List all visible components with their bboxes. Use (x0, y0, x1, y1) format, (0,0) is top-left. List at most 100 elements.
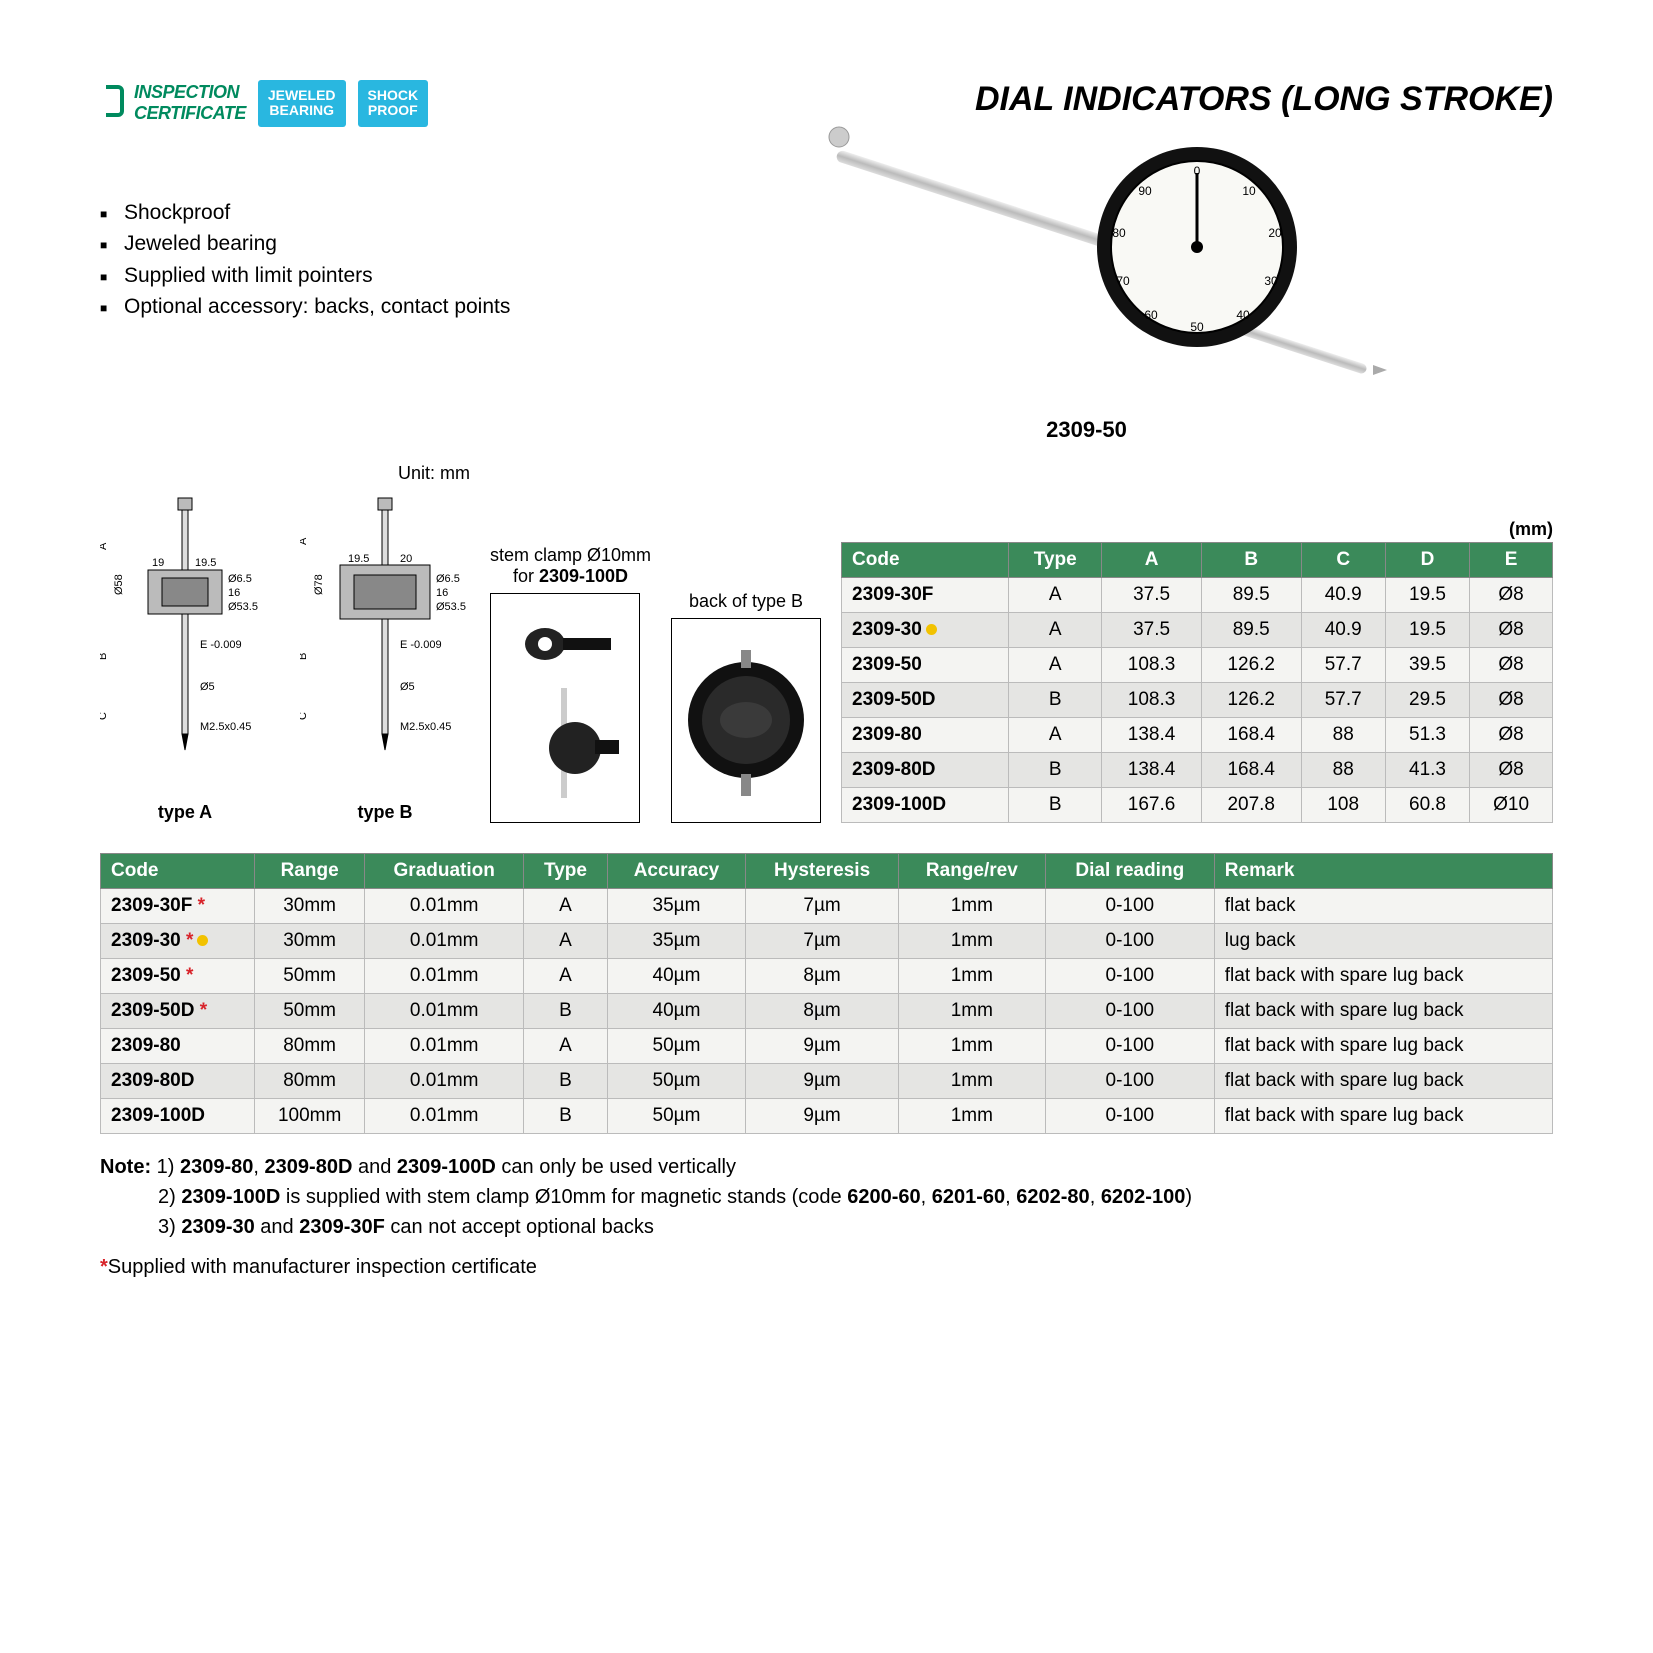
dim-cell: 126.2 (1201, 682, 1301, 717)
code-cell: 2309-50 (842, 647, 1009, 682)
spec-cell: 7µm (746, 923, 899, 958)
remark-cell: flat back with spare lug back (1214, 993, 1552, 1028)
remark-cell: flat back with spare lug back (1214, 958, 1552, 993)
dim-cell: 37.5 (1102, 577, 1202, 612)
star-icon: * (100, 1256, 108, 1278)
table-row: 2309-30FA37.589.540.919.5Ø8 (842, 577, 1553, 612)
remark-cell: flat back with spare lug back (1214, 1028, 1552, 1063)
spec-cell: 1mm (898, 923, 1045, 958)
svg-text:20: 20 (400, 553, 412, 565)
spec-cell: 0-100 (1045, 923, 1214, 958)
svg-text:B: B (100, 652, 109, 659)
spec-cell: A (524, 958, 607, 993)
spec-cell: 50µm (607, 1098, 746, 1133)
features-product-row: ShockproofJeweled bearingSupplied with l… (100, 157, 1553, 443)
spec-cell: 9µm (746, 1098, 899, 1133)
svg-text:Ø53.5: Ø53.5 (436, 601, 466, 613)
spec-cell: A (524, 923, 607, 958)
spec-cell: 7µm (746, 888, 899, 923)
table-row: 2309-50 *50mm0.01mmA40µm8µm1mm0-100flat … (101, 958, 1553, 993)
dimension-diagrams: A B C Ø58 19 19.5 Ø6.5 16 Ø53.5 E -0.009… (100, 490, 470, 823)
spec-cell: 80mm (255, 1063, 365, 1098)
spec-cell: 80mm (255, 1028, 365, 1063)
inspection-cert-badge: INSPECTION CERTIFICATE (100, 82, 246, 124)
svg-text:20: 20 (1268, 226, 1282, 240)
cert-icon (100, 83, 128, 123)
svg-text:90: 90 (1138, 184, 1152, 198)
spec-table-header: Remark (1214, 853, 1552, 888)
dim-cell: B (1009, 752, 1102, 787)
svg-text:M2.5x0.45: M2.5x0.45 (400, 721, 451, 733)
svg-text:19.5: 19.5 (195, 557, 216, 569)
svg-text:60: 60 (1144, 308, 1158, 322)
spec-table: CodeRangeGraduationTypeAccuracyHysteresi… (100, 853, 1553, 1134)
spec-cell: 8µm (746, 993, 899, 1028)
dim-cell: Ø8 (1470, 647, 1553, 682)
dim-cell: 89.5 (1201, 577, 1301, 612)
dim-cell: 60.8 (1385, 787, 1469, 822)
svg-text:50: 50 (1190, 320, 1204, 334)
table-row: 2309-80A138.4168.48851.3Ø8 (842, 717, 1553, 752)
dim-cell: 57.7 (1301, 647, 1385, 682)
dim-cell: 138.4 (1102, 752, 1202, 787)
table-row: 2309-50A108.3126.257.739.5Ø8 (842, 647, 1553, 682)
dim-cell: B (1009, 682, 1102, 717)
mid-section: Unit: mm A B C Ø58 (100, 463, 1553, 823)
spec-cell: 50µm (607, 1028, 746, 1063)
spec-cell: 9µm (746, 1063, 899, 1098)
spec-cell: 30mm (255, 923, 365, 958)
table-row: 2309-80D80mm0.01mmB50µm9µm1mm0-100flat b… (101, 1063, 1553, 1098)
svg-text:Ø53.5: Ø53.5 (228, 601, 258, 613)
dim-cell: 19.5 (1385, 577, 1469, 612)
svg-text:Ø6.5: Ø6.5 (228, 573, 252, 585)
svg-text:B: B (300, 652, 309, 659)
dim-cell: A (1009, 717, 1102, 752)
remark-cell: flat back (1214, 888, 1552, 923)
svg-text:70: 70 (1116, 274, 1130, 288)
code-cell: 2309-30F * (101, 888, 255, 923)
spec-cell: 8µm (746, 958, 899, 993)
spec-cell: A (524, 888, 607, 923)
dim-table-header: Type (1009, 542, 1102, 577)
dimension-table-wrap: (mm) CodeTypeABCDE2309-30FA37.589.540.91… (841, 519, 1553, 823)
spec-cell: 1mm (898, 1098, 1045, 1133)
dim-cell: 89.5 (1201, 612, 1301, 647)
spec-cell: B (524, 1063, 607, 1098)
dim-cell: 108.3 (1102, 647, 1202, 682)
spec-cell: 0.01mm (365, 888, 524, 923)
dim-cell: 51.3 (1385, 717, 1469, 752)
spec-cell: 1mm (898, 1063, 1045, 1098)
spec-cell: 0.01mm (365, 923, 524, 958)
dim-cell: 29.5 (1385, 682, 1469, 717)
spec-cell: 0-100 (1045, 888, 1214, 923)
table-row: 2309-8080mm0.01mmA50µm9µm1mm0-100flat ba… (101, 1028, 1553, 1063)
svg-text:16: 16 (228, 587, 240, 599)
spec-table-header: Dial reading (1045, 853, 1214, 888)
dim-table-header: B (1201, 542, 1301, 577)
dim-cell: A (1009, 612, 1102, 647)
spec-table-header: Accuracy (607, 853, 746, 888)
badges: INSPECTION CERTIFICATE JEWELED BEARING S… (100, 80, 428, 127)
feature-item: Optional accessory: backs, contact point… (100, 291, 620, 323)
dim-cell: 40.9 (1301, 612, 1385, 647)
feature-item: Jeweled bearing (100, 228, 620, 260)
spec-table-header: Graduation (365, 853, 524, 888)
svg-text:A: A (300, 537, 309, 545)
svg-text:Ø6.5: Ø6.5 (436, 573, 460, 585)
dim-cell: Ø8 (1470, 682, 1553, 717)
dim-cell: 41.3 (1385, 752, 1469, 787)
svg-text:Ø5: Ø5 (400, 681, 415, 693)
dim-cell: 168.4 (1201, 752, 1301, 787)
shockproof-badge: SHOCK PROOF (358, 80, 429, 127)
svg-text:M2.5x0.45: M2.5x0.45 (200, 721, 251, 733)
feature-list: ShockproofJeweled bearingSupplied with l… (100, 197, 620, 323)
table-row: 2309-80DB138.4168.48841.3Ø8 (842, 752, 1553, 787)
dim-cell: 138.4 (1102, 717, 1202, 752)
spec-table-header: Range/rev (898, 853, 1045, 888)
product-image-area: 010 2030 4050 6070 8090 2309-50 (620, 157, 1553, 443)
spec-cell: 0.01mm (365, 958, 524, 993)
dim-cell: 168.4 (1201, 717, 1301, 752)
cert-line2: CERTIFICATE (134, 103, 246, 124)
svg-text:E -0.009: E -0.009 (400, 639, 442, 651)
dim-cell: A (1009, 647, 1102, 682)
